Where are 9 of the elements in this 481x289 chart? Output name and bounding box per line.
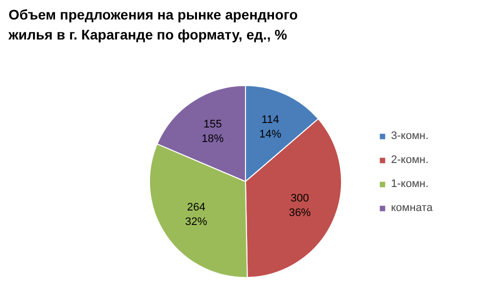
legend-label: 1-комн. <box>391 178 429 190</box>
data-label: 264 32% <box>185 202 208 228</box>
data-label: 155 18% <box>202 118 224 146</box>
legend-label: 2-комн. <box>391 154 429 166</box>
data-label: 300 36% <box>288 192 312 219</box>
chart-title: Объем предложения на рынке арендного жилья в г. Караганде по формату, ед., % <box>8 6 298 42</box>
legend-label: комната <box>391 202 433 214</box>
legend-label: 3-комн. <box>391 130 429 142</box>
data-label: 114 14% <box>259 114 282 141</box>
